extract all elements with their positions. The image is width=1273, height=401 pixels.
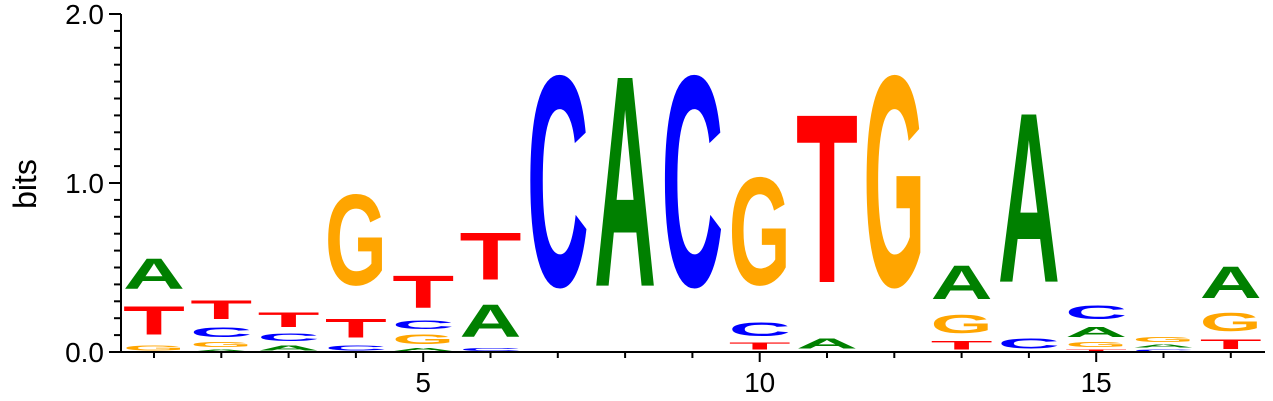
x-tick-label: 15 — [1081, 367, 1112, 398]
letter-T-pos-6: T — [460, 219, 522, 294]
x-tick-label: 10 — [744, 367, 775, 398]
logo-column-17: TGA — [1200, 257, 1262, 352]
letter-T-pos-11: T — [796, 64, 858, 334]
logo-column-16: CAG — [1133, 335, 1195, 352]
letter-T-pos-15: T — [1065, 349, 1127, 352]
logo-column-1: GTA — [123, 249, 185, 352]
letter-C-pos-10: C — [729, 319, 791, 341]
letter-T-pos-2: T — [190, 294, 252, 324]
letter-A-pos-8: A — [594, 14, 656, 351]
letter-G-pos-16: G — [1133, 335, 1195, 343]
x-axis-ticks: 5 10 15 — [153, 352, 1232, 398]
letter-A-pos-6: A — [460, 294, 522, 347]
letter-T-pos-5: T — [392, 265, 454, 318]
logo-column-13: TGA — [931, 255, 993, 352]
y-tick-label: 1.0 — [65, 168, 104, 199]
letter-T-pos-1: T — [123, 298, 185, 343]
letter-G-pos-10: G — [729, 145, 791, 317]
logo-column-9: C — [661, 14, 723, 351]
letter-G-pos-5: G — [392, 332, 454, 347]
letter-A-pos-5: A — [392, 347, 454, 352]
letter-A-pos-2: A — [190, 349, 252, 352]
letter-C-pos-2: C — [190, 325, 252, 340]
letter-T-pos-3: T — [258, 308, 320, 332]
letter-C-pos-4: C — [325, 344, 387, 352]
letter-A-pos-13: A — [931, 255, 993, 309]
letter-T-pos-10: T — [729, 340, 791, 352]
letter-C-pos-7: C — [527, 14, 589, 351]
logo-column-11: AT — [796, 64, 858, 352]
letter-A-pos-15: A — [1065, 323, 1127, 340]
letter-C-pos-5: C — [392, 318, 454, 331]
letter-C-pos-9: C — [661, 14, 723, 351]
letter-T-pos-17: T — [1200, 337, 1262, 352]
letter-A-pos-14: A — [998, 62, 1060, 334]
letter-C-pos-14: C — [998, 335, 1060, 352]
letter-A-pos-1: A — [123, 249, 185, 298]
letter-A-pos-11: A — [796, 335, 858, 352]
letter-A-pos-17: A — [1200, 257, 1262, 308]
letter-A-pos-3: A — [258, 344, 320, 352]
y-tick-label: 2.0 — [65, 0, 104, 30]
letter-T-pos-13: T — [931, 339, 993, 352]
letter-G-pos-4: G — [325, 168, 387, 313]
letter-G-pos-1: G — [123, 344, 185, 352]
x-tick-label: 5 — [415, 367, 431, 398]
logo-column-14: CA — [998, 62, 1060, 352]
letter-G-pos-12: G — [863, 12, 925, 350]
letter-G-pos-15: G — [1065, 340, 1127, 348]
letter-G-pos-2: G — [190, 340, 252, 348]
y-tick-label: 0.0 — [65, 337, 104, 368]
letter-G-pos-17: G — [1200, 308, 1262, 337]
logo-column-12: G — [863, 12, 925, 350]
letter-C-pos-3: C — [258, 332, 320, 344]
logo-column-3: ACT — [258, 308, 320, 352]
y-axis-ticks: 0.0 1.0 2.0 — [65, 0, 121, 368]
logo-column-6: CAT — [460, 219, 522, 352]
letter-T-pos-4: T — [325, 313, 387, 343]
logo-column-8: A — [594, 14, 656, 351]
logo-column-4: CTG — [325, 168, 387, 352]
letter-C-pos-15: C — [1065, 302, 1127, 324]
letter-C-pos-16: C — [1133, 349, 1195, 352]
letter-A-pos-16: A — [1133, 344, 1195, 349]
logo-column-7: C — [527, 14, 589, 351]
logo-column-10: TCG — [729, 145, 791, 352]
y-axis-label: bits — [7, 159, 43, 209]
letter-G-pos-13: G — [931, 309, 993, 338]
letter-C-pos-6: C — [460, 347, 522, 352]
axes: 0.0 1.0 2.0 5 10 15 — [65, 0, 1265, 398]
